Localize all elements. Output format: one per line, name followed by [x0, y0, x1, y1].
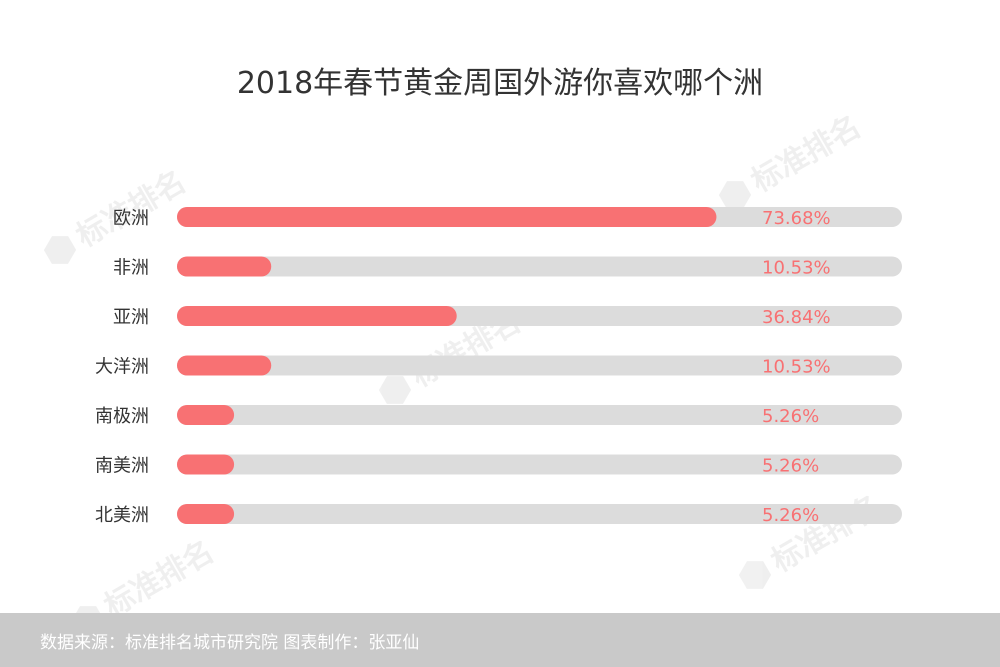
bar — [177, 355, 272, 376]
bar-chart: 欧洲 73.68% 非洲 10.53% 亚洲 36.84% 大洋洲 10.53% 南极洲 5.26… — [95, 207, 902, 526]
category-label: 南美洲 — [95, 456, 149, 477]
bar-row: 北美洲 5.26% — [95, 504, 902, 526]
value-label: 5.26% — [762, 505, 819, 526]
bar-row: 亚洲 36.84% — [113, 306, 902, 328]
category-label: 非洲 — [113, 258, 149, 279]
value-label: 10.53% — [762, 258, 831, 279]
bar-track — [177, 256, 902, 277]
bar — [177, 306, 457, 326]
bar-track — [177, 454, 902, 475]
bar-row: 欧洲 73.68% — [113, 207, 902, 229]
bar-track — [177, 405, 902, 425]
bar-track — [177, 504, 902, 524]
bar-row: 南极洲 5.26% — [95, 405, 902, 427]
category-label: 欧洲 — [113, 208, 149, 229]
footer-bar: 数据来源：标准排名城市研究院 图表制作：张亚仙 — [0, 613, 1000, 667]
bar-track — [177, 355, 902, 376]
category-label: 亚洲 — [113, 307, 149, 328]
value-label: 10.53% — [762, 357, 831, 378]
value-label: 36.84% — [762, 307, 831, 328]
value-label: 73.68% — [762, 208, 831, 229]
bar — [177, 504, 235, 524]
bar-row: 南美洲 5.26% — [95, 454, 902, 477]
bar — [177, 207, 717, 227]
value-label: 5.26% — [762, 456, 819, 477]
category-label: 大洋洲 — [95, 357, 149, 378]
footer-source: 数据来源：标准排名城市研究院 图表制作：张亚仙 — [40, 633, 420, 653]
category-label: 南极洲 — [95, 406, 149, 427]
bar — [177, 454, 235, 475]
value-label: 5.26% — [762, 406, 819, 427]
bar — [177, 256, 272, 277]
category-label: 北美洲 — [95, 505, 149, 526]
bar-row: 非洲 10.53% — [113, 256, 902, 279]
bar — [177, 405, 235, 425]
chart-title: 2018年春节黄金周国外游你喜欢哪个洲 — [236, 66, 764, 101]
bar-row: 大洋洲 10.53% — [95, 355, 902, 378]
